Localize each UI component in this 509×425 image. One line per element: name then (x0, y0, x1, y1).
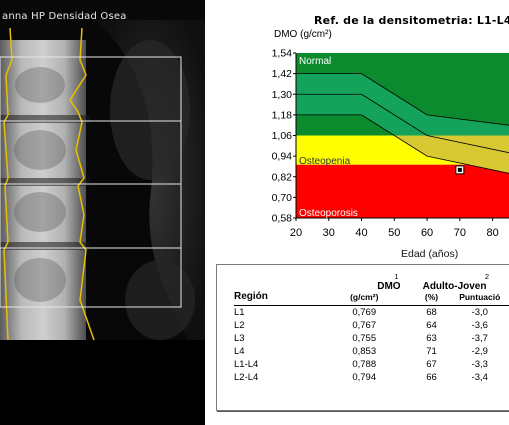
percent-cell: 66 (426, 371, 437, 383)
column-header-region: Región (234, 291, 268, 302)
table-row: L2-L4 0,794 66 -3,4 (234, 371, 509, 384)
x-tick-label: 60 (421, 227, 433, 239)
score-cell: -3,0 (450, 305, 509, 319)
region-cell: L1-L4 (234, 358, 259, 370)
spine-scan-image: anna HP Densidad Osea (0, 0, 205, 425)
x-tick-label: 70 (454, 227, 466, 239)
zone-label-osteoporosis: Osteoporosis (299, 208, 358, 219)
reference-curve-upper (296, 73, 509, 126)
y-tick-label: 1,18 (272, 109, 293, 121)
dmo-cell: 0,769 (315, 305, 413, 319)
region-cell: L1 (234, 305, 316, 319)
score-cell: -3,7 (471, 332, 488, 344)
chart-y-axis-label: DMO (g/cm²) (274, 29, 332, 40)
y-tick-label: 0,58 (272, 213, 293, 225)
percent-cell: 71 (426, 345, 437, 357)
y-tick-label: 0,70 (272, 192, 293, 204)
reference-band-osteopenia (394, 135, 509, 174)
dmo-footnote: 1 (394, 272, 399, 281)
x-tick-label: 50 (388, 227, 400, 239)
x-tick-label: 40 (355, 227, 367, 239)
table-row: L2 0,767 64 -3,6 (234, 319, 509, 332)
dmo-cell: 0,794 (352, 371, 377, 383)
region-cell: L2 (234, 319, 245, 331)
y-tick-label: 1,54 (272, 48, 293, 60)
region-cell: L4 (234, 345, 245, 357)
adult-footnote: 2 (484, 272, 489, 281)
chart-title: Ref. de la densitometria: L1-L4 (B (314, 14, 509, 27)
percent-cell: 68 (412, 305, 451, 319)
percent-cell: 67 (426, 358, 437, 370)
dmo-cell: 0,767 (352, 319, 377, 331)
dmo-cell: 0,788 (352, 358, 377, 370)
dmo-cell: 0,755 (352, 332, 377, 344)
table-row: L4 0,853 71 -2,9 (234, 345, 509, 358)
spine-scan-graphic (0, 0, 205, 425)
x-tick-label: 30 (323, 227, 335, 239)
reference-curve-mean (296, 93, 509, 154)
column-header-score: Puntuació (459, 292, 501, 302)
y-tick-label: 0,94 (272, 151, 293, 163)
region-cell: L2-L4 (234, 371, 259, 383)
score-cell: -2,9 (471, 345, 488, 357)
y-tick-label: 0,82 (272, 171, 293, 183)
patient-marker-center (457, 167, 462, 172)
zone-label-normal: Normal (299, 56, 331, 67)
results-table: 1 2 DMO Adulto-Joven Región (g/cm²) (%) … (234, 272, 509, 384)
column-header-dmo-units: (g/cm²) (350, 292, 379, 302)
reference-curve-lower (296, 114, 509, 174)
score-cell: -3,6 (471, 319, 488, 331)
percent-cell: 64 (426, 319, 437, 331)
chart-x-axis-label: Edad (años) (401, 248, 459, 260)
table-row: L1-L4 0,788 67 -3,3 (234, 358, 509, 371)
percent-cell: 63 (426, 332, 437, 344)
results-panel (216, 264, 509, 411)
column-header-percent: (%) (424, 292, 439, 302)
score-cell: -3,4 (471, 371, 488, 383)
table-row: L3 0,755 63 -3,7 (234, 332, 509, 345)
zone-osteoporosis (296, 164, 509, 218)
y-tick-label: 1,42 (272, 68, 293, 80)
scan-title: anna HP Densidad Osea (2, 11, 127, 22)
score-cell: -3,3 (471, 358, 488, 370)
column-header-adult-young: Adulto-Joven (422, 281, 487, 292)
y-tick-label: 1,30 (272, 89, 293, 101)
x-tick-label: 80 (486, 227, 498, 239)
column-header-dmo: DMO (377, 281, 401, 292)
reference-band-normal (296, 73, 509, 136)
region-cell: L3 (234, 332, 245, 344)
dmo-cell: 0,853 (352, 345, 377, 357)
table-row: L1 0,769 68 -3,0 (234, 305, 509, 319)
x-tick-label: 20 (290, 227, 302, 239)
y-tick-label: 1,06 (272, 130, 293, 142)
zone-label-osteopenia: Osteopenia (299, 156, 351, 167)
